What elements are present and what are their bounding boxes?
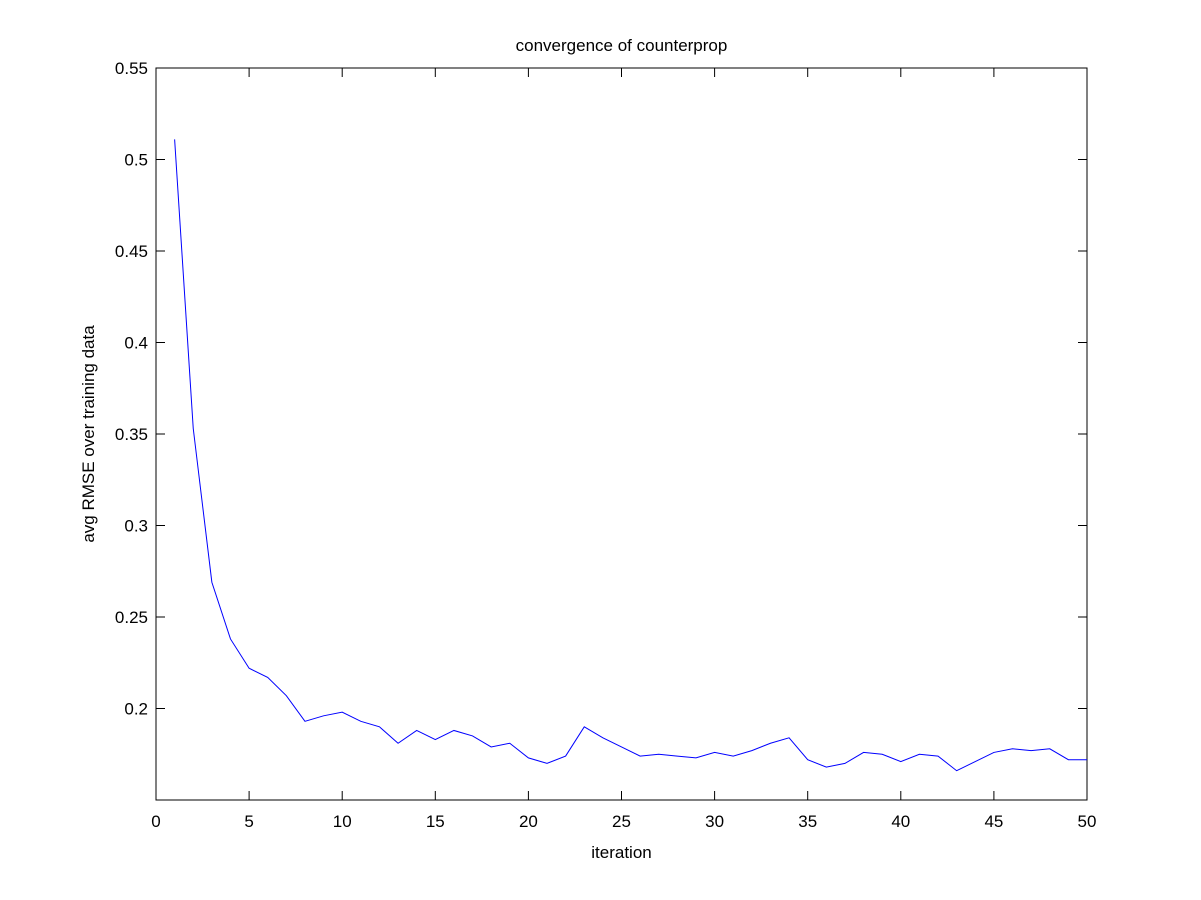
x-tick-label: 45	[984, 812, 1003, 831]
ticks-layer: 0 5 10 15 20 25 30 35 40 45 50 0.2 0.25 0.3 0.35 0.4 0.4…	[115, 59, 1097, 831]
x-tick-label: 50	[1078, 812, 1097, 831]
axes-box	[155, 67, 1088, 801]
series-line	[174, 139, 1087, 772]
x-tick-label: 5	[244, 812, 253, 831]
y-tick-label: 0.55	[115, 59, 148, 78]
x-tick-label: 0	[151, 812, 160, 831]
series-layer	[174, 139, 1087, 772]
x-tick-label: 10	[333, 812, 352, 831]
y-axis-label: avg RMSE over training data	[79, 325, 98, 543]
x-tick-label: 25	[612, 812, 631, 831]
y-tick-label: 0.4	[124, 334, 148, 353]
x-tick-label: 20	[519, 812, 538, 831]
chart-title: convergence of counterprop	[516, 36, 728, 55]
x-tick-label: 30	[705, 812, 724, 831]
x-tick-label: 35	[798, 812, 817, 831]
y-tick-label: 0.45	[115, 242, 148, 261]
y-tick-label: 0.3	[124, 517, 148, 536]
x-tick-label: 40	[891, 812, 910, 831]
x-tick-label: 15	[426, 812, 445, 831]
x-axis-label: iteration	[591, 843, 651, 862]
y-tick-label: 0.2	[124, 700, 148, 719]
y-tick-label: 0.5	[124, 151, 148, 170]
y-tick-label: 0.25	[115, 608, 148, 627]
y-tick-label: 0.35	[115, 425, 148, 444]
